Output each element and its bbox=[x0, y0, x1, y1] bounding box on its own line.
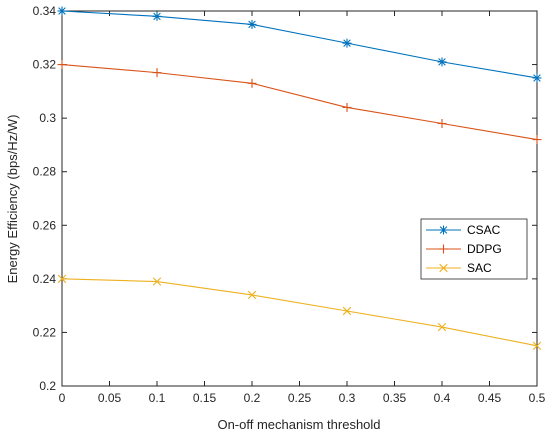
y-tick-label: 0.34 bbox=[33, 4, 57, 18]
x-tick-label: 0.15 bbox=[193, 391, 217, 405]
legend-label-sac: SAC bbox=[467, 261, 492, 275]
x-axis-label: On-off mechanism threshold bbox=[217, 417, 380, 432]
series-line-sac bbox=[61, 278, 538, 347]
y-tick-label: 0.22 bbox=[33, 325, 57, 339]
x-tick-label: 0.25 bbox=[288, 391, 312, 405]
legend-label-ddpg: DDPG bbox=[467, 242, 502, 256]
y-tick-label: 0.24 bbox=[33, 272, 57, 286]
data-point-sac bbox=[437, 322, 447, 332]
y-tick-label: 0.28 bbox=[33, 165, 57, 179]
data-point-csac bbox=[342, 38, 352, 48]
data-point-ddpg bbox=[57, 60, 67, 70]
data-point-sac bbox=[247, 290, 257, 300]
legend-marker-ddpg bbox=[439, 244, 448, 254]
plot-area bbox=[61, 10, 538, 387]
x-tick-label: 0 bbox=[59, 391, 66, 405]
data-point-csac bbox=[57, 6, 67, 16]
y-tick-label: 0.32 bbox=[33, 58, 57, 72]
y-axis-label: Energy Efficiency (bps/Hz/W) bbox=[5, 115, 20, 284]
data-point-ddpg bbox=[532, 135, 542, 145]
legend-label-csac: CSAC bbox=[467, 223, 501, 237]
series-layer bbox=[57, 6, 542, 351]
y-tick-label: 0.2 bbox=[39, 379, 56, 393]
legend: CSAC DDPG SAC bbox=[420, 218, 528, 280]
series-line-csac bbox=[61, 10, 538, 79]
data-point-csac bbox=[532, 73, 542, 83]
y-tick-label: 0.26 bbox=[33, 218, 57, 232]
data-point-sac bbox=[532, 341, 542, 351]
legend-marker-sac bbox=[439, 263, 448, 273]
x-tick-label: 0.4 bbox=[434, 391, 451, 405]
data-point-sac bbox=[342, 306, 352, 316]
x-tick-label: 0.35 bbox=[383, 391, 407, 405]
data-point-ddpg bbox=[152, 68, 162, 78]
y-axis-ticks: 0.2 0.22 0.24 0.26 0.28 0.3 0.32 0.34 bbox=[33, 4, 537, 393]
data-point-csac bbox=[437, 57, 447, 67]
x-axis-ticks: 0 0.05 0.1 0.15 0.2 0.25 0.3 0.35 0.4 0.45 0.5 bbox=[59, 11, 546, 405]
data-point-ddpg bbox=[437, 119, 447, 128]
x-tick-label: 0.2 bbox=[244, 391, 261, 405]
data-point-csac bbox=[152, 11, 162, 21]
data-point-csac bbox=[247, 19, 257, 29]
plot-frame bbox=[61, 10, 538, 387]
x-tick-label: 0.45 bbox=[478, 391, 502, 405]
data-point-sac bbox=[152, 277, 162, 286]
x-tick-label: 0.3 bbox=[339, 391, 356, 405]
data-point-sac bbox=[57, 274, 67, 284]
x-tick-label: 0.05 bbox=[98, 391, 122, 405]
series-line-ddpg bbox=[61, 64, 538, 141]
data-point-ddpg bbox=[342, 102, 352, 112]
y-tick-label: 0.3 bbox=[39, 111, 56, 125]
legend-marker-csac bbox=[439, 225, 448, 235]
data-point-ddpg bbox=[247, 78, 257, 88]
x-tick-label: 0.1 bbox=[149, 391, 166, 405]
x-tick-label: 0.5 bbox=[529, 391, 546, 405]
